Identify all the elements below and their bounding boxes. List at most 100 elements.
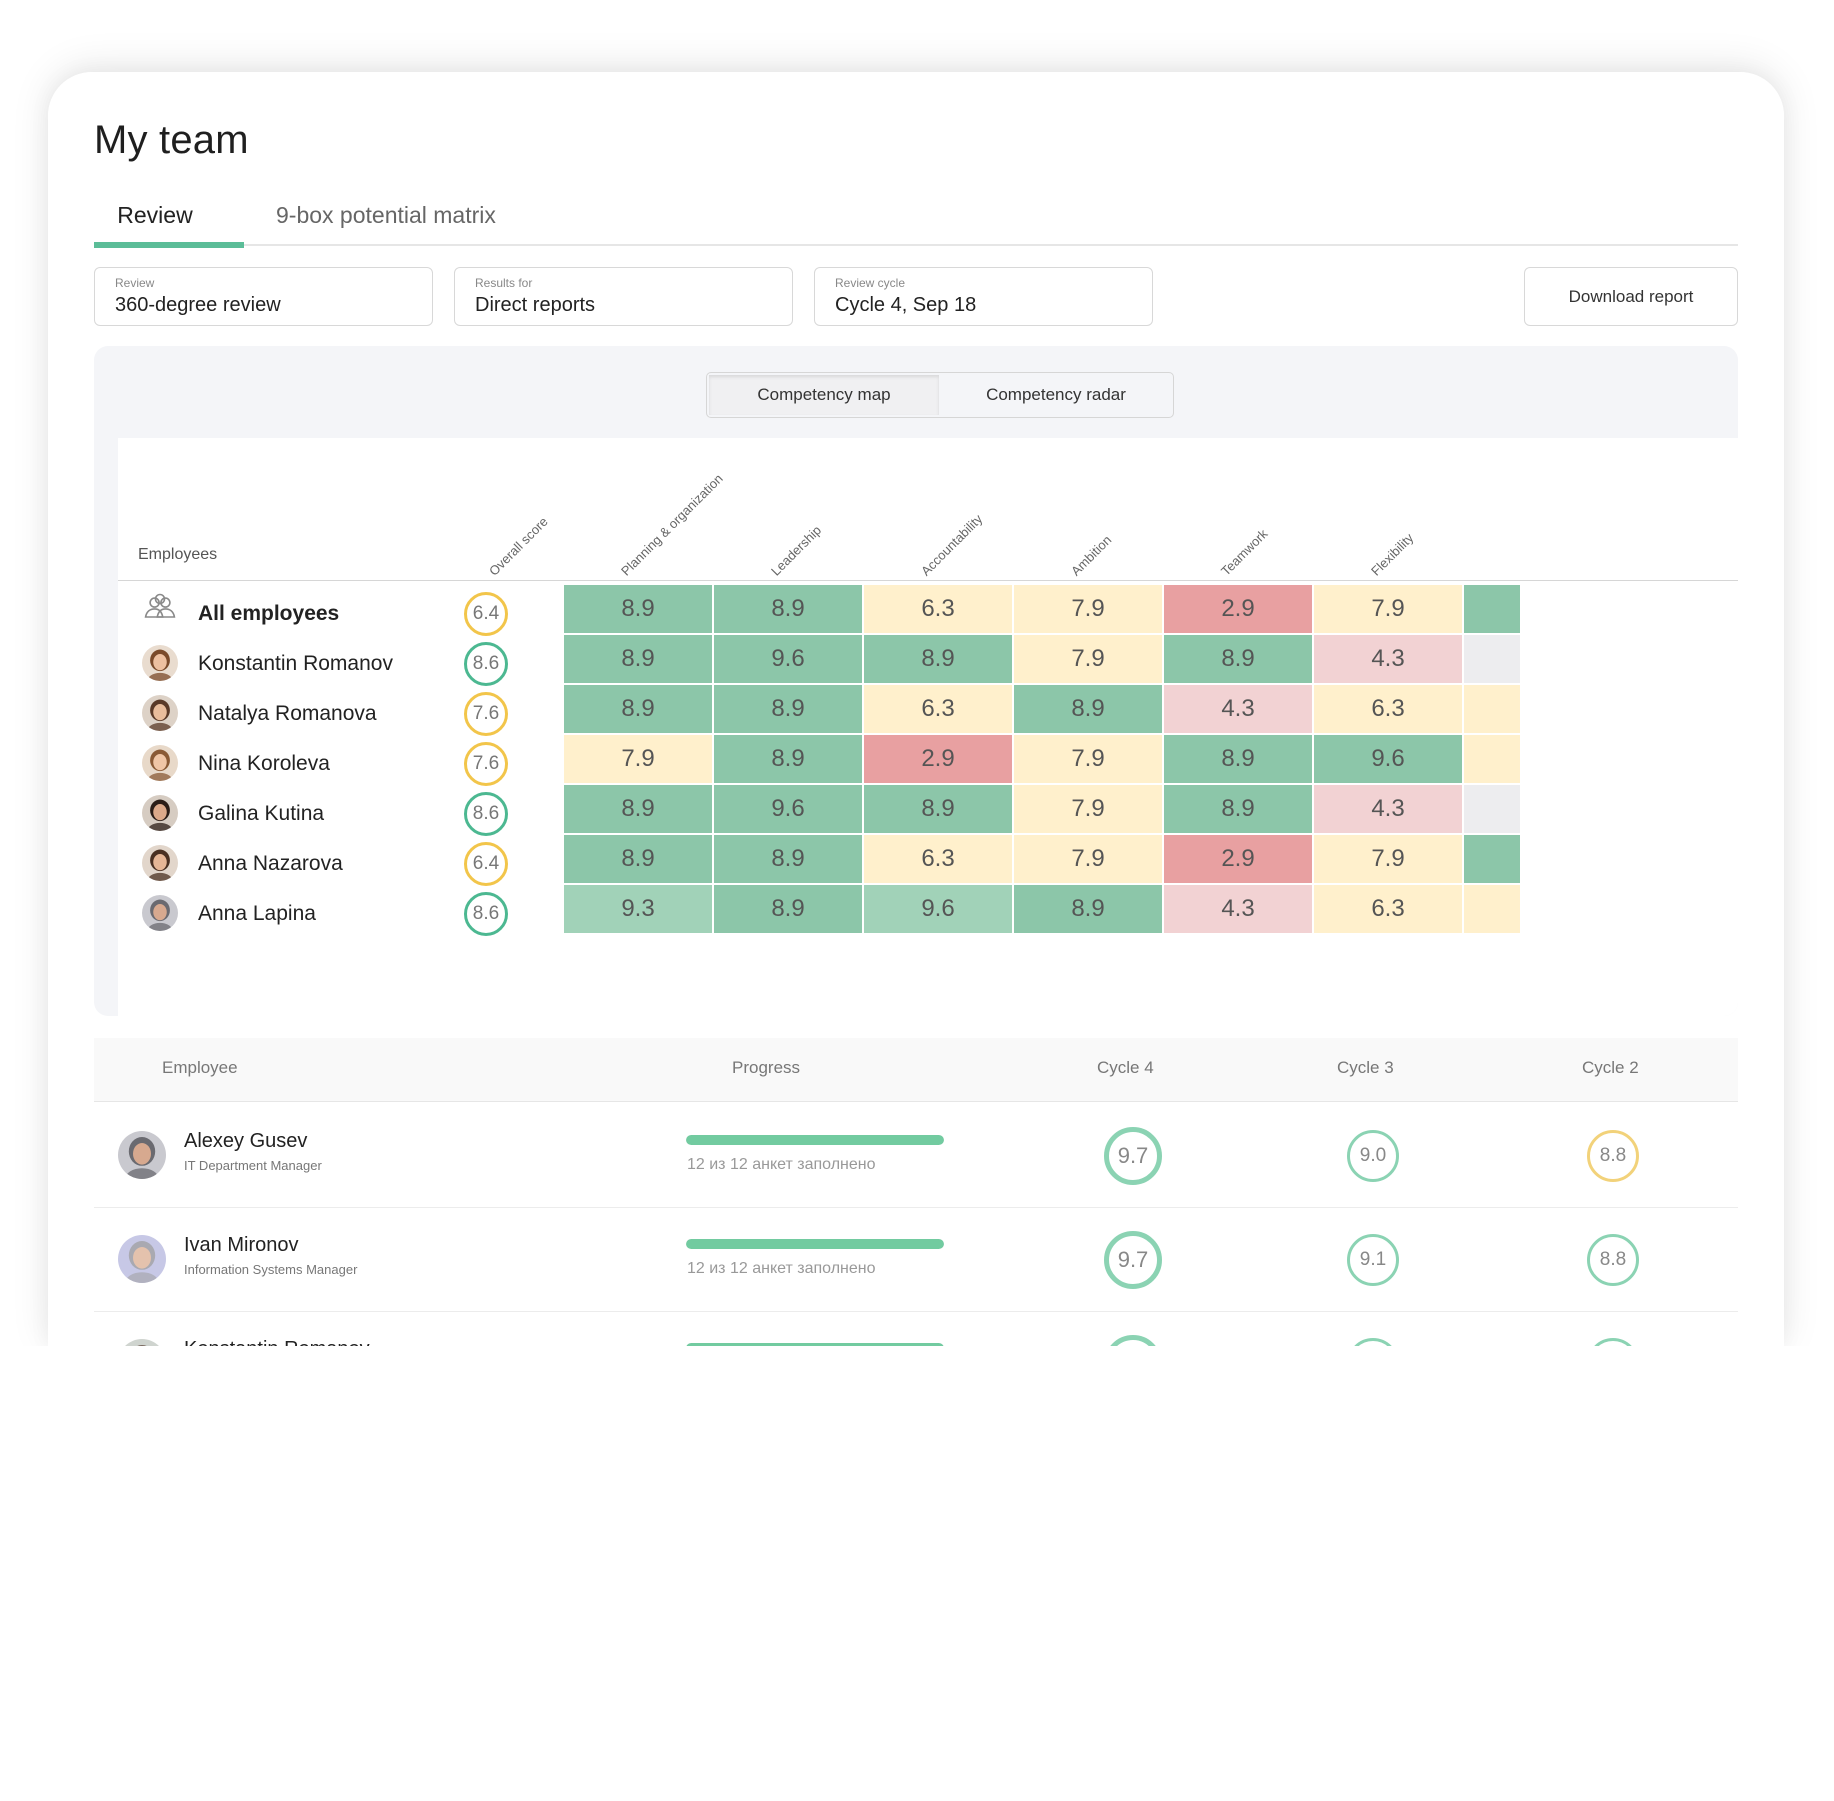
column-label: Ambition: [1068, 532, 1115, 579]
heatmap-cell: 4.3: [1314, 785, 1462, 833]
column-label: Accountability: [918, 511, 986, 579]
heatmap-cell: 7.9: [1014, 785, 1162, 833]
overall-score-badge: 7.6: [464, 742, 508, 786]
download-report-button[interactable]: Download report: [1524, 267, 1738, 326]
competency-map-table: Employees Overall score Planning & organi…: [118, 438, 1738, 1016]
heatmap-cell: 9.6: [714, 785, 862, 833]
heatmap-cell: 8.9: [564, 785, 712, 833]
column-label: Overall score: [486, 513, 551, 579]
heatmap-cell: 8.9: [564, 685, 712, 733]
heatmap-cell: 8.9: [714, 835, 862, 883]
heatmap-cell: 2.9: [1164, 835, 1312, 883]
main-card: My team Review 9-box potential matrix Re…: [48, 72, 1784, 1347]
heatmap-cell-overflow: [1464, 735, 1520, 783]
heatmap-cell: 2.9: [864, 735, 1012, 783]
heatmap-cell: 8.9: [714, 685, 862, 733]
heatmap-cell: 8.9: [1164, 635, 1312, 683]
results-for-value: Direct reports: [475, 294, 596, 316]
employee-row[interactable]: Nina Koroleva: [118, 734, 508, 792]
heatmap-cell: 8.9: [564, 835, 712, 883]
cycle3-score-badge: 9.0: [1347, 1130, 1399, 1182]
cycle4-score-badge: 9.7: [1104, 1231, 1162, 1289]
cycle4-column-header: Cycle 4: [1097, 1058, 1154, 1077]
employee-name: Konstantin Romanov: [198, 652, 393, 675]
cycle3-score-badge: 9.1: [1347, 1234, 1399, 1286]
review-cycle-select[interactable]: Review cycle Cycle 4, Sep 18: [814, 267, 1153, 326]
progress-bar: [686, 1239, 944, 1249]
heatmap-cell: 8.9: [1014, 885, 1162, 933]
heatmap-cell: 8.9: [1014, 685, 1162, 733]
employee-name: Ivan Mironov: [184, 1234, 299, 1256]
avatar: [142, 695, 178, 731]
tab-9box-potential-matrix[interactable]: 9-box potential matrix: [276, 202, 496, 228]
cycle2-column-header: Cycle 2: [1582, 1058, 1639, 1077]
heatmap-cell: 8.9: [564, 585, 712, 633]
group-icon: [142, 590, 178, 626]
heatmap-cell: 7.9: [1014, 585, 1162, 633]
progress-column-header: Progress: [732, 1058, 801, 1077]
page-title: My team: [94, 118, 249, 162]
heatmap-cell: 6.3: [864, 685, 1012, 733]
heatmap-cell: 6.3: [1314, 685, 1462, 733]
avatar: [142, 845, 178, 881]
results-for-label: Results for: [475, 276, 533, 290]
heatmap-cell: 9.3: [564, 885, 712, 933]
overall-score-badge: 6.4: [464, 842, 508, 886]
cycle4-score-badge: 9.7: [1104, 1127, 1162, 1185]
employee-progress-row[interactable]: Konstantin RomanovSales Department Manag…: [94, 1312, 1738, 1347]
employee-progress-row[interactable]: Alexey Gusev IT Department Manager 12 из 1…: [94, 1104, 1738, 1208]
heatmap-cell-overflow: [1464, 835, 1520, 883]
heatmap-cell: 2.9: [1164, 585, 1312, 633]
review-cycle-value: Cycle 4, Sep 18: [835, 294, 977, 316]
progress-text: 12 из 12 анкет заполнено: [687, 1260, 876, 1277]
avatar: [142, 795, 178, 831]
column-label: Planning & organization: [618, 470, 726, 579]
employee-name: Anna Lapina: [198, 902, 316, 925]
heatmap-cell: 6.3: [864, 585, 1012, 633]
heatmap-cell-overflow: [1464, 685, 1520, 733]
heatmap-cell: 8.9: [714, 585, 862, 633]
progress-bar-fill: [686, 1239, 944, 1249]
view-toggle: Competency map Competency radar: [706, 372, 1174, 418]
competency-panel: Competency map Competency radar Employee…: [94, 346, 1738, 1016]
employee-name: Galina Kutina: [198, 802, 325, 825]
cycle2-score-badge: 8.8: [1587, 1130, 1639, 1182]
review-cycle-label: Review cycle: [835, 276, 906, 290]
overall-score-badge: 8.6: [464, 642, 508, 686]
all-employees-row[interactable]: All employees: [118, 584, 508, 642]
heatmap-cell: 9.6: [1314, 735, 1462, 783]
progress-bar-fill: [686, 1135, 944, 1145]
active-tab-indicator: [94, 242, 244, 248]
heatmap-cell: 7.9: [1314, 835, 1462, 883]
results-for-select[interactable]: Results for Direct reports: [454, 267, 793, 326]
heatmap-cell: 8.9: [714, 735, 862, 783]
heatmap-cell: 8.9: [1164, 735, 1312, 783]
review-select-value: 360-degree review: [115, 294, 281, 316]
employee-progress-row[interactable]: Ivan Mironov Information Systems Manager 1…: [94, 1208, 1738, 1312]
heatmap-cell-overflow: [1464, 635, 1520, 683]
heatmap-cell: 8.9: [714, 885, 862, 933]
employees-column-header: Employees: [138, 546, 218, 563]
employee-row[interactable]: Galina Kutina: [118, 784, 508, 842]
column-label: Teamwork: [1218, 526, 1271, 579]
heatmap-cell: 7.9: [1014, 635, 1162, 683]
heatmap-cell: 7.9: [1014, 735, 1162, 783]
heatmap-cell-overflow: [1464, 885, 1520, 933]
employee-row[interactable]: Anna Lapina: [118, 884, 508, 942]
review-select[interactable]: Review 360-degree review: [94, 267, 433, 326]
heatmap-cell: 9.6: [714, 635, 862, 683]
competency-radar-toggle[interactable]: Competency radar: [986, 385, 1126, 404]
avatar: [142, 895, 178, 931]
tab-review[interactable]: Review: [117, 202, 193, 228]
employee-row[interactable]: Anna Nazarova: [118, 834, 508, 892]
heatmap-cell: 8.9: [864, 785, 1012, 833]
employee-name: Alexey Gusev: [184, 1130, 308, 1152]
header-divider: [118, 580, 1738, 581]
competency-map-toggle[interactable]: Competency map: [709, 375, 939, 415]
employee-column-header: Employee: [162, 1058, 238, 1077]
heatmap-cell: 7.9: [564, 735, 712, 783]
overall-score-badge: 7.6: [464, 692, 508, 736]
employee-row[interactable]: Natalya Romanova: [118, 684, 508, 742]
heatmap-cell: 6.3: [864, 835, 1012, 883]
employee-row[interactable]: Konstantin Romanov: [118, 634, 508, 692]
